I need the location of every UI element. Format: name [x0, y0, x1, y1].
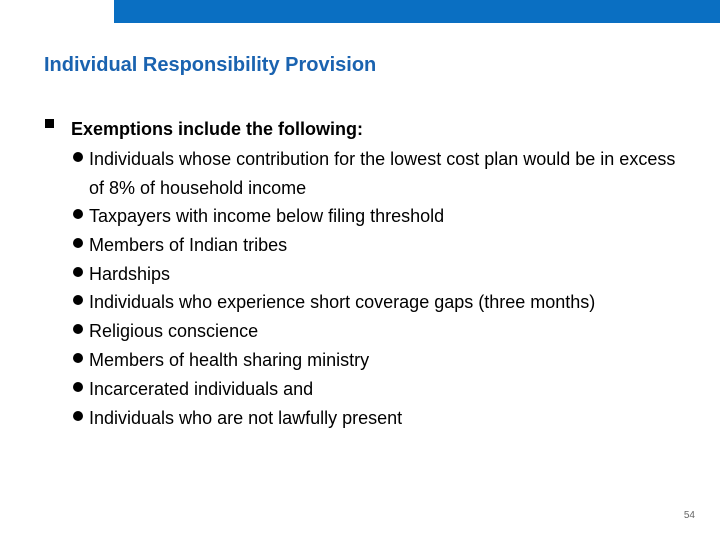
dot-bullet-icon: [73, 266, 83, 277]
dot-bullet-icon: [73, 295, 83, 306]
list-item: Members of health sharing ministry: [73, 346, 693, 375]
slide-title: Individual Responsibility Provision: [44, 54, 377, 76]
list-item-text: Members of health sharing ministry: [89, 349, 370, 370]
list-item-text: Members of Indian tribes: [89, 234, 288, 255]
dot-bullet-icon: [73, 410, 83, 421]
dot-bullet-icon: [73, 152, 83, 162]
top-accent-bar: [114, 0, 720, 23]
list-item: Incarcerated individuals and: [73, 375, 693, 404]
list-item-text: Taxpayers with income below filing thres…: [89, 206, 445, 226]
list-item-text: Incarcerated individuals and: [89, 378, 314, 399]
list-item: Individuals whose contribution for the l…: [73, 145, 693, 202]
list-item: Religious conscience: [73, 317, 693, 346]
exemptions-list: Individuals whose contribution for the l…: [73, 145, 693, 432]
list-item-text: Individuals whose contribution for the l…: [89, 149, 676, 198]
list-item: Members of Indian tribes: [73, 231, 693, 260]
dot-bullet-icon: [73, 352, 83, 363]
list-item: Hardships: [73, 260, 693, 289]
square-bullet-icon: [45, 119, 54, 128]
main-bullet-text: Exemptions include the following:: [71, 119, 364, 139]
list-item: Individuals who are not lawfully present: [73, 404, 693, 433]
dot-bullet-icon: [73, 324, 83, 335]
list-item: Taxpayers with income below filing thres…: [73, 202, 693, 231]
page-number: 54: [683, 510, 695, 521]
list-item-text: Religious conscience: [89, 321, 259, 342]
list-item-text: Individuals who are not lawfully present: [89, 407, 403, 428]
list-item-text: Individuals who experience short coverag…: [89, 292, 596, 313]
list-item: Individuals who experience short coverag…: [73, 288, 693, 317]
dot-bullet-icon: [73, 237, 83, 248]
dot-bullet-icon: [73, 381, 83, 392]
dot-bullet-icon: [73, 209, 83, 219]
list-item-text: Hardships: [89, 263, 171, 284]
